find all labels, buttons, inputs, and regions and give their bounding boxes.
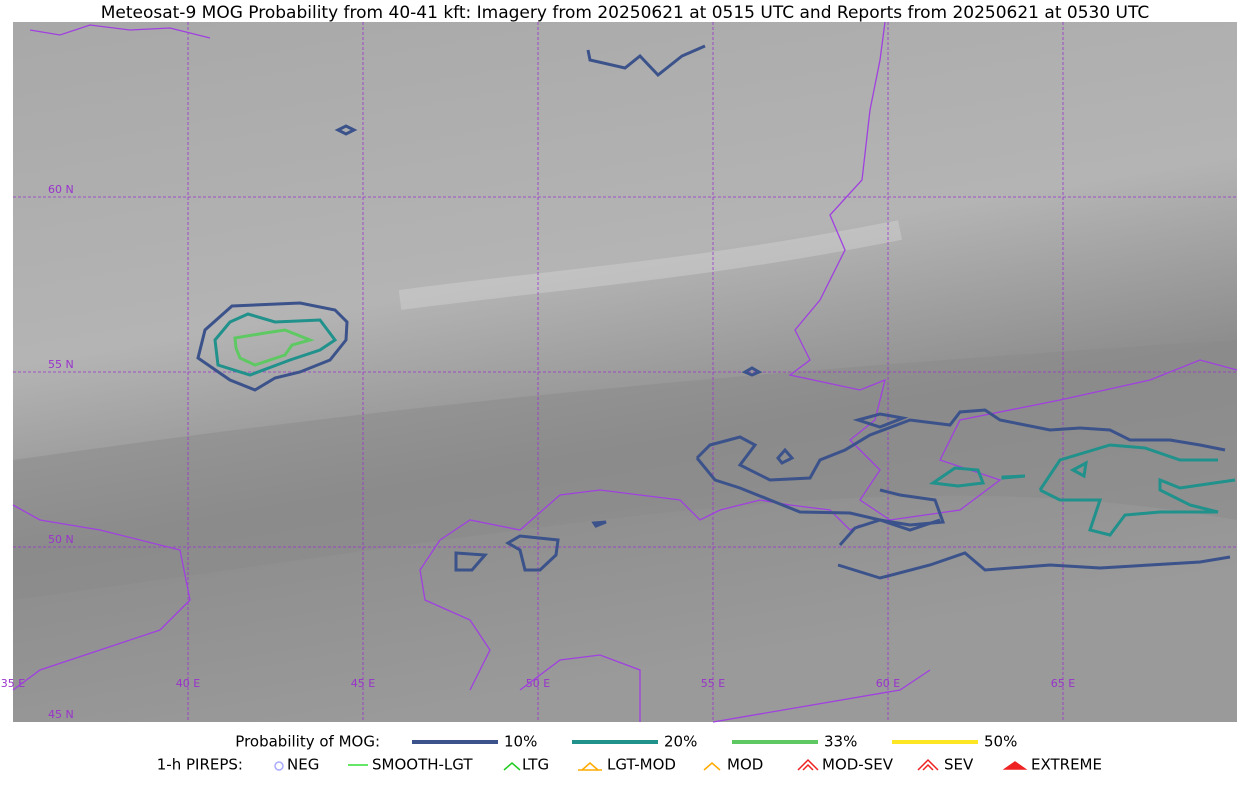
pirep-symbol: [797, 758, 819, 771]
title: Meteosat-9 MOG Probability from 40-41 kf…: [101, 3, 1150, 23]
lat-label: 55 N: [48, 358, 74, 371]
lon-label: 45 E: [351, 677, 375, 690]
legend-label: LGT-MOD: [607, 756, 676, 774]
legend-label: LTG: [522, 756, 549, 774]
legend: Probability of MOG: 10% 20% 33% 50% 1-h PIREP…: [157, 733, 1102, 774]
graticule: 35 E 40 E 45 E 50 E 55 E 60 E 65 E 60 N 55 N 50 N…: [1, 22, 1237, 722]
legend-label: 50%: [984, 733, 1017, 751]
legend-label: 20%: [664, 733, 697, 751]
legend-label: SMOOTH-LGT: [372, 756, 473, 774]
lon-label: 50 E: [526, 677, 550, 690]
pirep-symbol: [1002, 761, 1028, 770]
lat-label: 60 N: [48, 183, 74, 196]
legend-label: 10%: [504, 733, 537, 751]
pirep-symbol: [917, 758, 939, 771]
contours: [196, 44, 1236, 580]
lon-label: 65 E: [1051, 677, 1075, 690]
dark-band: [13, 340, 1237, 600]
legend-label: MOD: [727, 756, 763, 774]
lon-label: 55 E: [701, 677, 725, 690]
legend-title: 1-h PIREPS:: [157, 756, 243, 774]
lon-label: 60 E: [876, 677, 900, 690]
legend-label: NEG: [287, 756, 319, 774]
legend-title: Probability of MOG:: [235, 733, 380, 751]
lon-label: 35 E: [1, 677, 25, 690]
pirep-symbol: [703, 762, 721, 771]
lat-label: 50 N: [48, 533, 74, 546]
coastlines: [12, 21, 1238, 723]
lat-label: 45 N: [48, 708, 74, 721]
lon-label: 40 E: [176, 677, 200, 690]
pirep-symbol: [578, 762, 602, 771]
legend-label: 33%: [824, 733, 857, 751]
pirep-symbol: [503, 762, 521, 771]
bright-cloud: [398, 220, 902, 310]
pirep-symbol: [274, 761, 284, 771]
legend-label: MOD-SEV: [822, 756, 894, 774]
legend-label: EXTREME: [1031, 756, 1102, 774]
legend-label: SEV: [944, 756, 974, 774]
